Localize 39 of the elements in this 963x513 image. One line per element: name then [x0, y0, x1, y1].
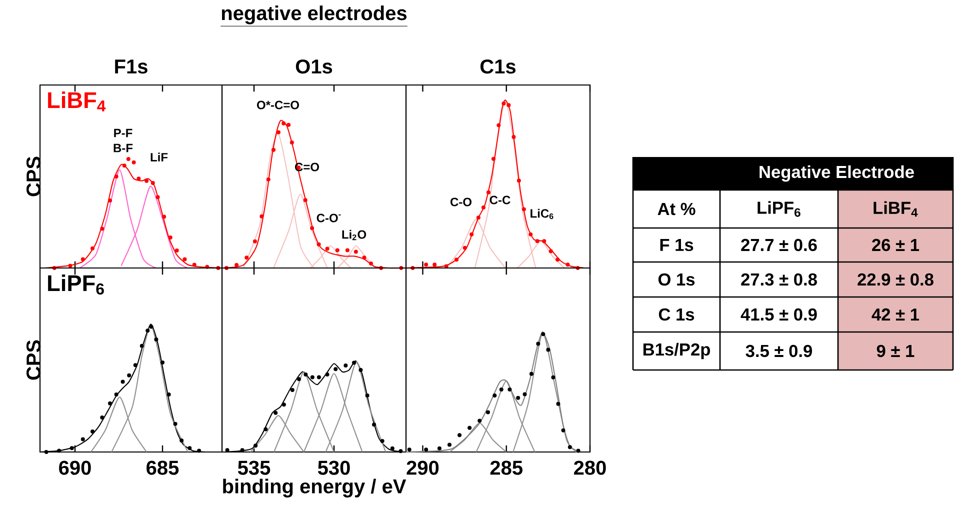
- text: Negative Electrode: [760, 165, 914, 182]
- category-label: B1s/P2p: [643, 342, 710, 360]
- annotation: LiF: [150, 152, 168, 162]
- category-label: O 1s: [658, 273, 695, 286]
- text: O*-C=O: [256, 100, 299, 110]
- category-label: C 1s: [658, 308, 694, 321]
- text: 41.5 ± 0.9: [740, 308, 817, 321]
- text: 22.9 ± 0.8: [858, 273, 934, 286]
- text: 26 ± 1: [872, 238, 920, 252]
- text: LiBF$_{4}$: [48, 92, 106, 112]
- x-tick-label: 285: [490, 460, 522, 475]
- category-label: F 1s: [660, 238, 694, 252]
- x-tick-label: 530: [318, 460, 350, 475]
- chart-title: F1s: [115, 60, 148, 74]
- chart-subtitle: O1s: [296, 59, 332, 74]
- text: 27.3 ± 0.8: [741, 273, 817, 286]
- x-tick-label: 290: [406, 460, 439, 475]
- text: At %: [658, 202, 696, 216]
- text: 42 ± 1: [872, 308, 920, 321]
- x-axis-title: binding energy / eV: [223, 478, 406, 498]
- text: LiPF$_{6}$: [48, 274, 104, 295]
- text: 9 ± 1: [876, 344, 914, 358]
- chart-title: negative electrodes: [222, 6, 407, 24]
- annotation: Li$_{2}$O: [342, 230, 366, 240]
- category-label: LiPF$_{6}$: [758, 201, 800, 217]
- text: P-F: [114, 128, 132, 138]
- annotation: C-C: [490, 196, 510, 204]
- x-tick-label: 280: [574, 460, 606, 475]
- x-tick-label: 535: [238, 460, 270, 475]
- annotation: C-O$^{-}$: [316, 214, 341, 222]
- text: B-F: [114, 144, 133, 152]
- category-label: LiBF$_{4}$: [874, 201, 918, 217]
- chart-title: C1s: [480, 59, 516, 74]
- x-tick-label: 685: [146, 460, 179, 475]
- annotation: LiC$_{6}$: [530, 208, 554, 220]
- text: 27.7 ± 0.6: [741, 238, 817, 252]
- annotation: C-O: [450, 198, 472, 206]
- x-tick-label: 690: [59, 460, 91, 475]
- text: 3.5 ± 0.9: [746, 344, 812, 358]
